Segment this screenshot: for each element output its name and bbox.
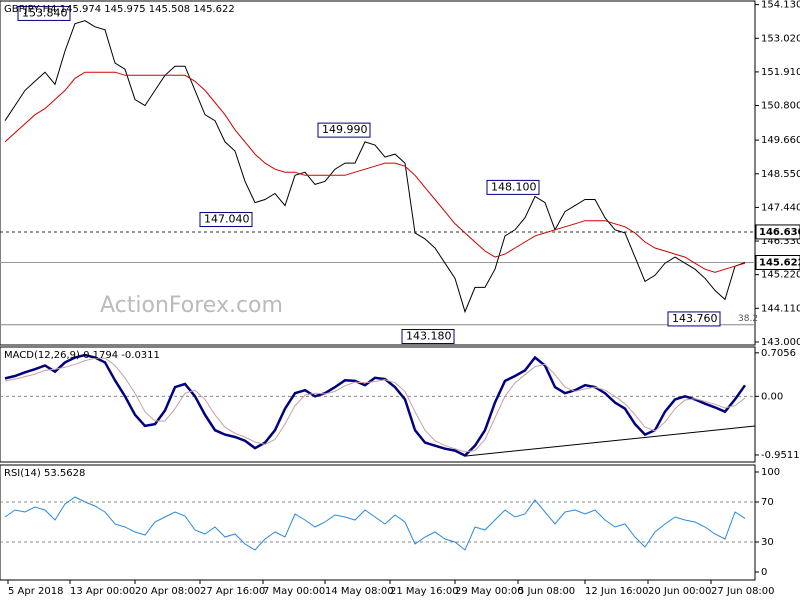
x-tick-label: 5 Apr 2018 <box>8 586 63 597</box>
x-tick-label: 29 May 00:00 <box>455 586 524 597</box>
y-tick-label: 30 <box>761 537 774 548</box>
x-tick-label: 20 Apr 08:00 <box>135 586 200 597</box>
y-tick-label: 147.440 <box>761 202 800 213</box>
x-tick-label: 5 Jun 08:00 <box>518 586 575 597</box>
y-tick-label: -0.9511 <box>761 450 800 461</box>
annotation-label: 153.840 <box>22 6 68 19</box>
y-tick-label: 148.550 <box>761 169 800 180</box>
annotation-label: 147.040 <box>204 213 250 226</box>
series-line <box>4 71 746 273</box>
annotation-label: 148.100 <box>491 180 537 193</box>
panel-title: RSI(14) 53.5628 <box>4 468 85 479</box>
panel-title: MACD(12,26,9) 0.1794 -0.0311 <box>4 350 160 361</box>
annotation-box <box>317 122 371 138</box>
y-tick-label: 145.220 <box>761 270 800 281</box>
annotation-box <box>401 329 455 345</box>
x-tick-label: 27 Jun 08:00 <box>711 586 775 597</box>
price-level-label: 146.630 <box>759 227 800 238</box>
y-tick-label: 143.000 <box>761 337 800 348</box>
y-tick-label: 144.110 <box>761 303 800 314</box>
series-line <box>4 357 746 453</box>
trend-line <box>465 425 756 457</box>
series-line <box>4 353 747 458</box>
y-tick-label: 0.7056 <box>761 348 796 359</box>
annotation-box <box>486 179 540 195</box>
x-tick-label: 20 Jun 00:00 <box>648 586 712 597</box>
watermark: ActionForex.com <box>100 293 283 318</box>
y-tick-label: 0.00 <box>761 391 783 402</box>
price-level-box <box>755 255 800 271</box>
x-tick-label: 7 May 00:00 <box>263 586 325 597</box>
annotation-box <box>667 311 721 327</box>
price-level-box <box>755 224 800 240</box>
y-tick-label: 150.800 <box>761 101 800 112</box>
x-tick-label: 13 Apr 00:00 <box>70 586 135 597</box>
x-tick-label: 14 May 08:00 <box>325 586 394 597</box>
annotation-label: 143.180 <box>406 330 452 343</box>
annotation-box <box>199 212 253 228</box>
y-tick-label: 0 <box>761 567 767 578</box>
series-line <box>4 496 746 551</box>
x-tick-label: 21 May 16:00 <box>390 586 459 597</box>
annotation-box <box>17 5 71 21</box>
y-tick-label: 100 <box>761 467 780 478</box>
y-tick-label: 146.330 <box>761 236 800 247</box>
rsi-panel <box>0 464 756 581</box>
price-level-label: 145.622 <box>759 258 800 269</box>
annotation-label: 143.760 <box>672 312 718 325</box>
x-tick-label: 12 Jun 16:00 <box>585 586 649 597</box>
x-tick-label: 27 Apr 16:00 <box>200 586 265 597</box>
annotation-label: 149.990 <box>322 123 368 136</box>
fib-label: 38.2 <box>738 314 758 324</box>
price-panel <box>0 0 756 346</box>
y-tick-label: 70 <box>761 497 774 508</box>
series-line <box>4 20 746 314</box>
panel-title: GBPJPY,H4 145.974 145.975 145.508 145.62… <box>4 4 235 15</box>
y-tick-label: 151.910 <box>761 67 800 78</box>
y-tick-label: 153.020 <box>761 33 800 44</box>
y-tick-label: 149.660 <box>761 135 800 146</box>
y-tick-label: 154.130 <box>761 0 800 11</box>
macd-panel <box>0 346 756 463</box>
